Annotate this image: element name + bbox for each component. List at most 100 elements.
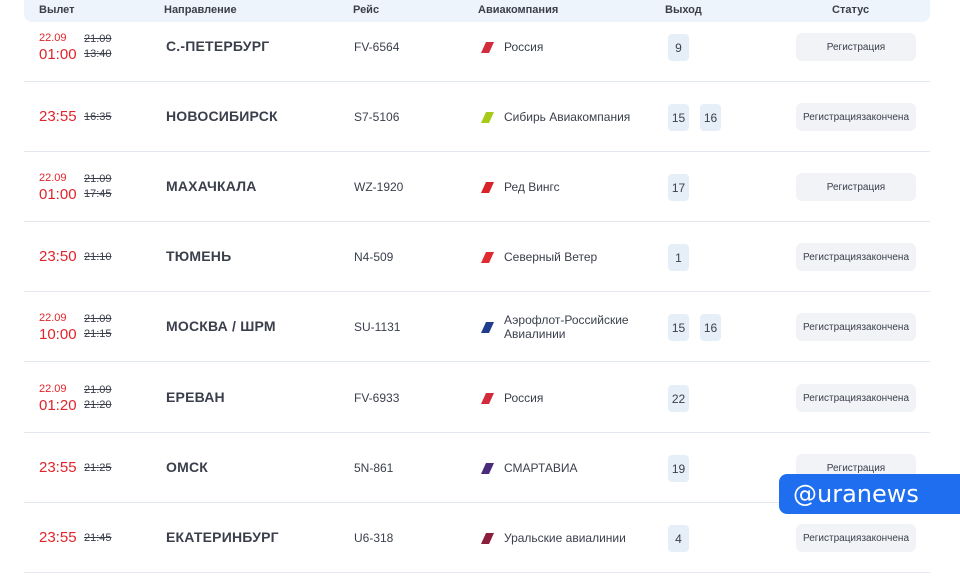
gate-badge[interactable]: 19 <box>668 455 689 482</box>
airline-name: Северный Ветер <box>504 250 597 264</box>
header-flight: Рейс <box>353 4 380 16</box>
table-row[interactable]: 22.09 01:00 21.09 17:45 МАХАЧКАЛА WZ-1920 Ред … <box>24 152 930 222</box>
flight-number[interactable]: SU-1131 <box>354 320 401 334</box>
flight-number[interactable]: WZ-1920 <box>354 180 404 194</box>
airline-name-line1: Россия <box>504 391 544 405</box>
new-time: 01:00 <box>39 186 77 203</box>
header-direction: Направление <box>164 4 237 16</box>
header-airline: Авиакомпания <box>478 4 559 16</box>
status-badge: Регистрация <box>796 33 916 61</box>
new-time: 01:00 <box>39 46 77 63</box>
airline-logo-icon <box>480 532 495 545</box>
airline-name-line1: Уральские авиалинии <box>504 531 626 545</box>
destination[interactable]: МОСКВА / ШРМ <box>166 318 276 334</box>
gate-badge[interactable]: 17 <box>668 174 689 201</box>
uranews-watermark: @uranews <box>779 474 960 514</box>
old-date: 21.09 <box>84 173 112 185</box>
table-row[interactable]: 22.09 01:00 21.09 13:40 С.-ПЕТЕРБУРГ FV-6564 Р… <box>24 23 930 82</box>
destination[interactable]: ЕРЕВАН <box>166 389 225 405</box>
airline-name: Ред Вингс <box>504 180 560 194</box>
status-badge: Регистрация <box>796 173 916 201</box>
table-header: Вылет Направление Рейс Авиакомпания Выхо… <box>24 0 930 22</box>
airline-name: Уральские авиалинии <box>504 531 626 545</box>
status-line2: закончена <box>861 321 910 333</box>
gate-badge[interactable]: 15 <box>668 104 689 131</box>
table-row[interactable]: 22.09 01:20 21.09 21:20 ЕРЕВАН FV-6933 Россия 2… <box>24 363 930 433</box>
destination[interactable]: ЕКАТЕРИНБУРГ <box>166 529 279 545</box>
status-line1: Регистрация <box>802 532 862 544</box>
airline-name-line1: СМАРТАВИА <box>504 461 578 475</box>
airline-name: Аэрофлот-Российские Авиалинии <box>504 313 629 341</box>
new-date: 22.09 <box>39 32 67 44</box>
old-time: 21:20 <box>84 399 112 411</box>
status-line1: Регистрация <box>802 392 862 404</box>
old-date: 21.09 <box>84 33 112 45</box>
gate-badge[interactable]: 1 <box>668 244 689 271</box>
flight-number[interactable]: U6-318 <box>354 531 394 545</box>
status-line1: Регистрация <box>826 41 886 53</box>
new-time: 23:55 <box>39 459 77 476</box>
gate-badge[interactable]: 16 <box>700 104 721 131</box>
destination[interactable]: С.-ПЕТЕРБУРГ <box>166 38 270 54</box>
header-gate: Выход <box>665 4 702 16</box>
gate-badge[interactable]: 9 <box>668 34 689 61</box>
old-date: 21.09 <box>84 313 112 325</box>
new-date: 22.09 <box>39 312 67 324</box>
flight-number[interactable]: S7-5106 <box>354 110 400 124</box>
new-time: 23:50 <box>39 248 77 265</box>
status-line1: Регистрация <box>802 251 862 263</box>
table-row[interactable]: 22.09 10:00 21.09 21:15 МОСКВА / ШРМ SU-1131 А… <box>24 292 930 362</box>
new-date: 22.09 <box>39 383 67 395</box>
old-time: 21:15 <box>84 328 112 340</box>
airline-name-line1: Россия <box>504 40 544 54</box>
airline-name-line1: Ред Вингс <box>504 180 560 194</box>
status-line1: Регистрация <box>802 321 862 333</box>
status-line1: Регистрация <box>826 462 886 474</box>
status-line2: закончена <box>861 532 910 544</box>
airline-name: СМАРТАВИА <box>504 461 578 475</box>
gate-badge[interactable]: 4 <box>668 525 689 552</box>
new-time: 01:20 <box>39 397 77 414</box>
status-line1: Регистрация <box>826 181 886 193</box>
gate-badge[interactable]: 22 <box>668 385 689 412</box>
airline-name-line2: Авиалинии <box>504 327 566 341</box>
old-time: 16:35 <box>84 111 112 123</box>
airline-logo-icon <box>480 392 495 405</box>
table-row[interactable]: 23:55 21:25 ОМСК 5N-861 СМАРТАВИА 19 Регистрац… <box>24 433 930 503</box>
status-line2: закончена <box>861 251 910 263</box>
airline-logo-icon <box>480 41 495 54</box>
header-status: Статус <box>832 4 870 16</box>
status-line1: Регистрация <box>802 111 862 123</box>
status-badge: Регистрация закончена <box>796 384 916 412</box>
old-date: 21.09 <box>84 384 112 396</box>
destination[interactable]: ТЮМЕНЬ <box>166 248 232 264</box>
destination[interactable]: НОВОСИБИРСК <box>166 108 278 124</box>
airline-name-line1: Сибирь Авиакомпания <box>504 110 631 124</box>
flight-number[interactable]: 5N-861 <box>354 461 394 475</box>
airline-name-line1: Аэрофлот-Российские <box>504 313 629 327</box>
flight-number[interactable]: FV-6933 <box>354 391 400 405</box>
airline-name: Сибирь Авиакомпания <box>504 110 630 124</box>
destination[interactable]: МАХАЧКАЛА <box>166 178 257 194</box>
destination[interactable]: ОМСК <box>166 459 209 475</box>
status-badge: Регистрация закончена <box>796 524 916 552</box>
table-row[interactable]: 23:55 21:45 ЕКАТЕРИНБУРГ U6-318 Уральские ав… <box>24 503 930 573</box>
airline-logo-icon <box>480 462 495 475</box>
header-departure: Вылет <box>39 4 75 16</box>
status-badge: Регистрация закончена <box>796 243 916 271</box>
flight-number[interactable]: FV-6564 <box>354 40 400 54</box>
gate-badge[interactable]: 15 <box>668 314 689 341</box>
status-line2: закончена <box>861 111 910 123</box>
table-row[interactable]: 23:55 16:35 НОВОСИБИРСК S7-5106 Сибирь Авиак… <box>24 82 930 152</box>
airline-logo-icon <box>480 181 495 194</box>
new-time: 10:00 <box>39 326 77 343</box>
status-badge: Регистрация закончена <box>796 313 916 341</box>
new-time: 23:55 <box>39 529 77 546</box>
flight-number[interactable]: N4-509 <box>354 250 394 264</box>
gate-badge[interactable]: 16 <box>700 314 721 341</box>
airline-name-line1: Северный Ветер <box>504 250 598 264</box>
airline-name: Россия <box>504 40 543 54</box>
airline-logo-icon <box>480 251 495 264</box>
old-time: 13:40 <box>84 48 112 60</box>
table-row[interactable]: 23:50 21:10 ТЮМЕНЬ N4-509 Северный Ветер 1 Рег… <box>24 222 930 292</box>
